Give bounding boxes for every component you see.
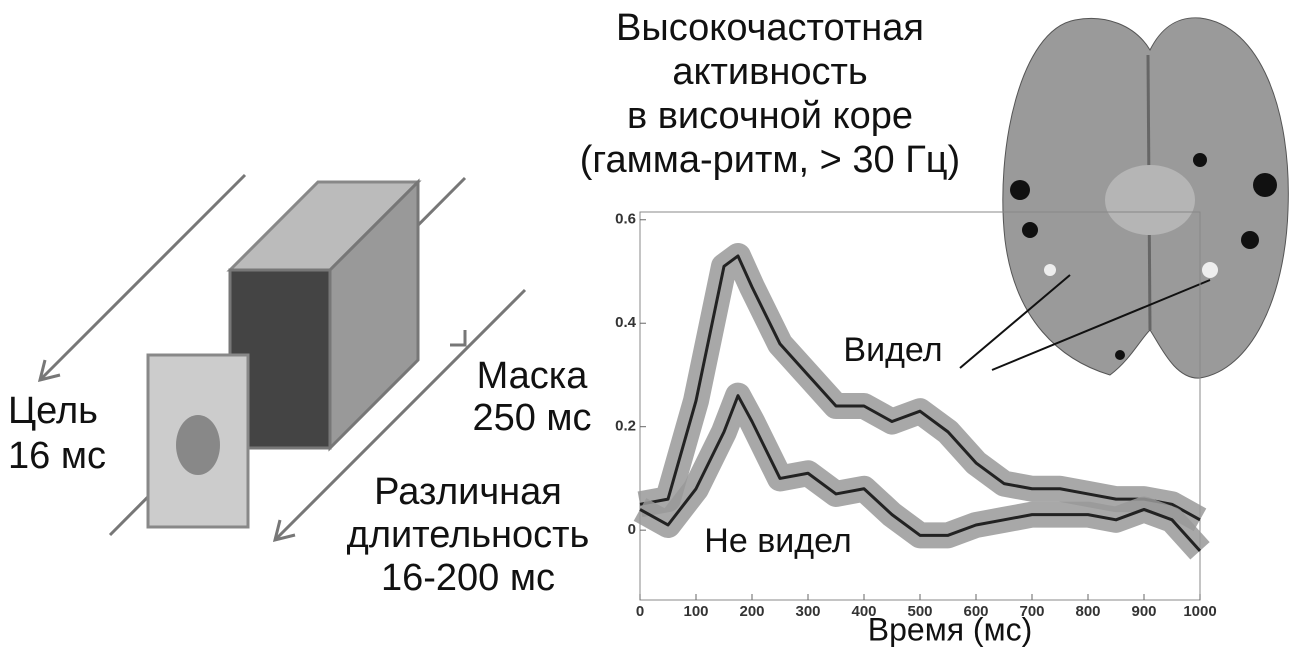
chart-title: Высокочастотная	[616, 7, 924, 49]
x-tick-label: 900	[1131, 603, 1156, 620]
chart-title: (гамма-ритм, > 30 Гц)	[580, 139, 960, 181]
chart-title: в височной коре	[627, 95, 913, 137]
mask-label: 250 мс	[472, 397, 591, 439]
duration-label: 16-200 мс	[381, 557, 555, 599]
legend-label: Видел	[843, 331, 942, 369]
line	[639, 254, 1201, 522]
x-tick-label: 500	[907, 603, 932, 620]
y-tick-label: 0.4	[615, 314, 637, 331]
y-tick-label: 0.2	[615, 418, 636, 435]
target-label: 16 мс	[8, 435, 106, 477]
duration-label: длительность	[347, 514, 590, 556]
stimulus-diagram	[37, 173, 527, 543]
y-tick-label: 0.6	[615, 211, 636, 228]
x-tick-label: 700	[1019, 603, 1044, 620]
mask-label: Маска	[477, 355, 589, 397]
x-tick-label: 200	[739, 603, 764, 620]
x-tick-label: 600	[963, 603, 988, 620]
x-tick-label: 400	[851, 603, 876, 620]
x-tick-label: 300	[795, 603, 820, 620]
brain-image	[959, 17, 1289, 379]
chart-title: активность	[672, 51, 867, 93]
y-tick-label: 0	[628, 521, 636, 538]
x-tick-label: 0	[636, 603, 644, 620]
x-axis-label: Время (мс)	[868, 611, 1032, 647]
x-tick-label: 800	[1075, 603, 1100, 620]
legend-label: Не видел	[704, 522, 851, 560]
line	[639, 394, 1202, 552]
duration-label: Различная	[374, 471, 562, 513]
x-tick-label: 1000	[1183, 603, 1216, 620]
x-tick-label: 100	[683, 603, 708, 620]
target-label: Цель	[8, 390, 98, 432]
